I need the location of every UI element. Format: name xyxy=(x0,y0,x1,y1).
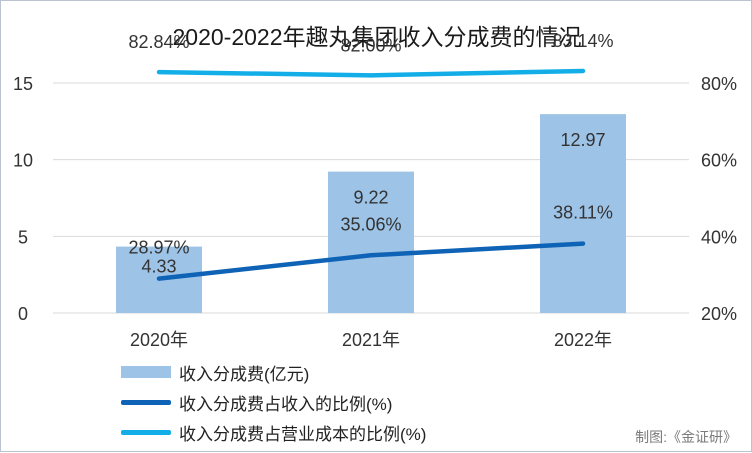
y-left-tick-label: 0 xyxy=(18,304,28,324)
data-label-ratio-revenue: 38.11% xyxy=(553,203,613,223)
legend: 收入分成费(亿元) 收入分成费占收入的比例(%) 收入分成费占营业成本的比例(%… xyxy=(121,357,426,447)
y-left-tick-label: 15 xyxy=(13,74,33,94)
data-label-revenue-share-fee: 12.97 xyxy=(560,130,605,150)
legend-item-bar: 收入分成费(亿元) xyxy=(121,357,426,387)
line-ratio-cost xyxy=(156,68,586,78)
data-label-ratio-cost: 82.84% xyxy=(128,32,189,52)
y-right-tick-label: 60% xyxy=(701,151,737,171)
legend-swatch-bar xyxy=(121,366,171,378)
data-label-ratio-cost: 83.14% xyxy=(552,31,613,51)
bar-revenue-share-fee xyxy=(540,114,626,313)
x-tick-label: 2021年 xyxy=(342,330,400,350)
bar-revenue-share-fee xyxy=(328,171,414,313)
legend-label-revenue-share-fee: 收入分成费(亿元) xyxy=(179,364,310,384)
y-left-tick-label: 5 xyxy=(18,227,28,247)
y-right-tick-label: 40% xyxy=(701,227,737,247)
legend-label-ratio-cost: 收入分成费占营业成本的比例(%) xyxy=(179,424,427,444)
credit-text: 制图:《金证研》 xyxy=(635,429,737,445)
chart-title: 2020-2022年趣丸集团收入分成费的情况 xyxy=(173,24,582,50)
data-label-revenue-share-fee: 9.22 xyxy=(353,188,388,208)
legend-swatch-ratio-revenue xyxy=(121,399,171,405)
legend-swatch-ratio-cost xyxy=(121,429,171,435)
data-label-ratio-cost: 82.00% xyxy=(340,35,401,55)
x-tick-label: 2022年 xyxy=(554,330,612,350)
data-label-ratio-revenue: 28.97% xyxy=(128,238,189,258)
y-left-tick-label: 10 xyxy=(13,151,33,171)
legend-item-ratio-revenue: 收入分成费占收入的比例(%) xyxy=(121,387,426,417)
data-label-revenue-share-fee: 4.33 xyxy=(141,257,176,277)
data-label-ratio-revenue: 35.06% xyxy=(340,214,401,234)
legend-item-ratio-cost: 收入分成费占营业成本的比例(%) xyxy=(121,417,426,447)
y-right-tick-label: 80% xyxy=(701,74,737,94)
y-right-tick-label: 20% xyxy=(701,304,737,324)
x-tick-label: 2020年 xyxy=(130,330,188,350)
line-ratio-revenue xyxy=(156,241,586,281)
legend-label-ratio-revenue: 收入分成费占收入的比例(%) xyxy=(179,394,393,414)
